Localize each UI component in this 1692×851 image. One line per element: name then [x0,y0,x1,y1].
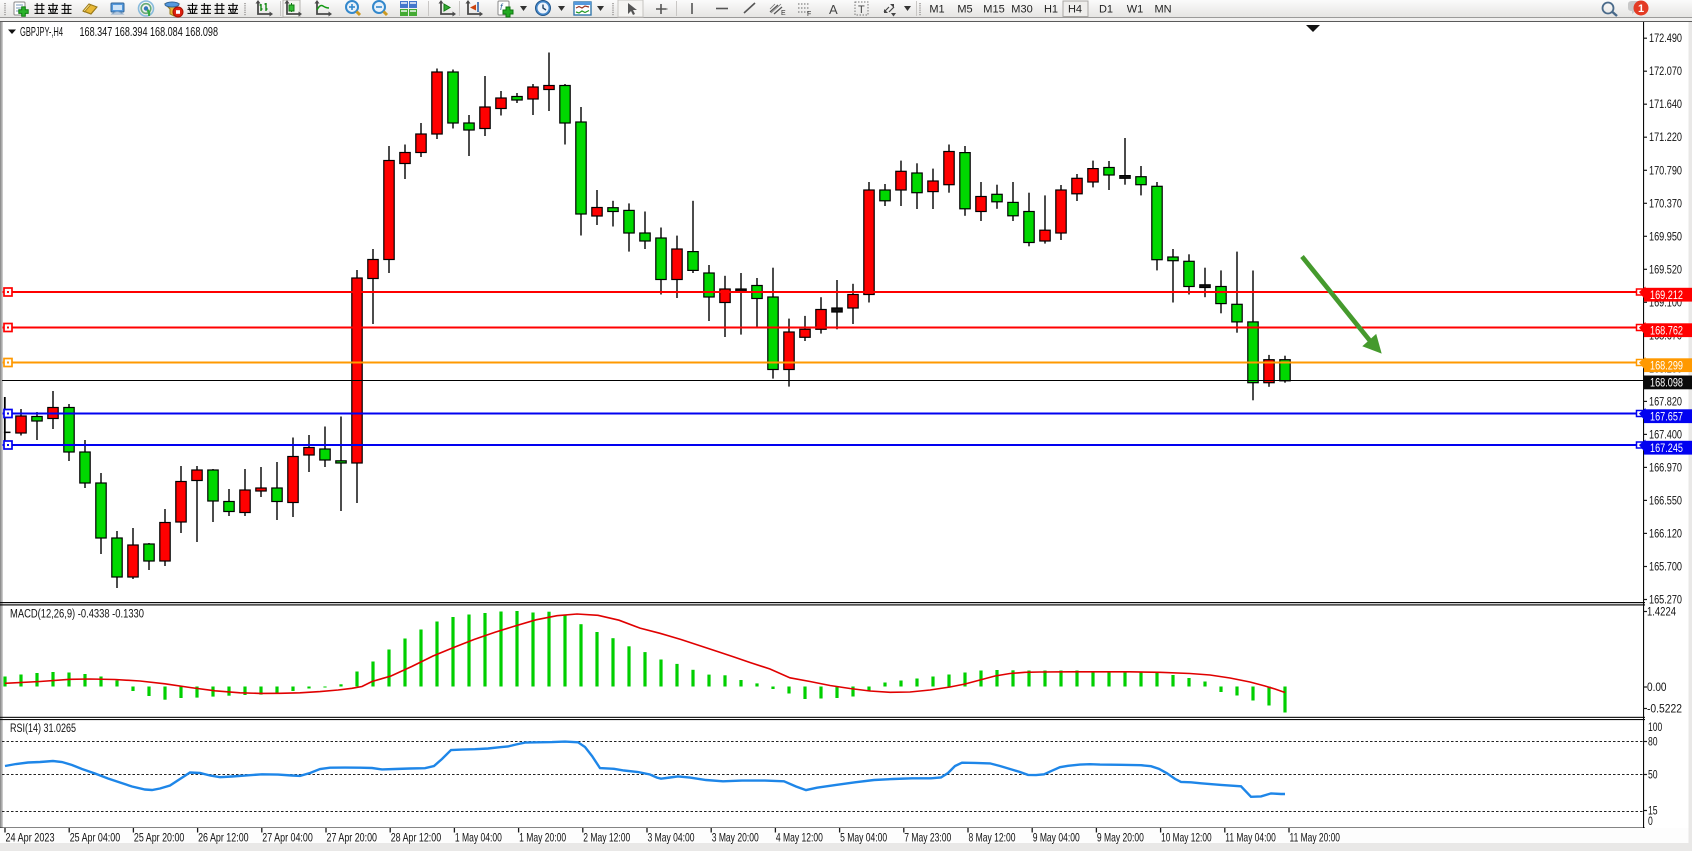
svg-text:169.520: 169.520 [1649,264,1682,276]
svg-text:f: f [500,2,504,12]
svg-text:27 Apr 04:00: 27 Apr 04:00 [262,831,313,845]
svg-text:171.640: 171.640 [1649,99,1682,111]
svg-text:M30: M30 [1011,4,1032,16]
svg-text:7 May 23:00: 7 May 23:00 [904,831,951,845]
svg-text:10 May 12:00: 10 May 12:00 [1161,831,1212,845]
svg-text:3 May 20:00: 3 May 20:00 [712,831,759,845]
svg-text:25 Apr 04:00: 25 Apr 04:00 [70,831,121,845]
svg-text:27 Apr 20:00: 27 Apr 20:00 [327,831,378,845]
svg-text:167.657: 167.657 [1650,412,1683,424]
svg-text:169.212: 169.212 [1650,290,1683,302]
svg-text:50: 50 [1648,770,1658,782]
svg-text:E: E [781,10,786,17]
svg-text:167.820: 167.820 [1649,396,1682,408]
svg-text:165.700: 165.700 [1649,562,1682,574]
svg-text:167.400: 167.400 [1649,429,1682,441]
svg-text:80: 80 [1648,737,1658,749]
svg-text:0: 0 [1648,816,1653,828]
svg-text:168.762: 168.762 [1650,326,1683,338]
svg-text:1: 1 [1638,3,1644,15]
svg-text:9 May 20:00: 9 May 20:00 [1097,831,1144,845]
svg-text:0.00: 0.00 [1647,682,1667,694]
svg-text:2 May 12:00: 2 May 12:00 [583,831,630,845]
svg-text:5 May 04:00: 5 May 04:00 [840,831,887,845]
svg-text:172.070: 172.070 [1649,66,1682,78]
svg-text:A: A [829,2,838,17]
svg-text:9 May 04:00: 9 May 04:00 [1033,831,1080,845]
svg-text:D1: D1 [1099,4,1113,16]
svg-text:166.550: 166.550 [1649,495,1682,507]
svg-text:1 May 04:00: 1 May 04:00 [455,831,502,845]
svg-text:167.245: 167.245 [1650,443,1683,455]
svg-text:1 May 20:00: 1 May 20:00 [519,831,566,845]
svg-text:GBPJPY-,H4: GBPJPY-,H4 [20,25,63,39]
svg-text:11 May 20:00: 11 May 20:00 [1290,831,1341,845]
svg-text:RSI(14) 31.0265: RSI(14) 31.0265 [10,723,76,735]
svg-text:168.098: 168.098 [1650,378,1683,390]
svg-text:M1: M1 [929,4,944,16]
svg-text:MN: MN [1154,4,1171,16]
svg-text:171.220: 171.220 [1649,132,1682,144]
svg-text:H1: H1 [1044,4,1058,16]
svg-text:170.370: 170.370 [1649,198,1682,210]
svg-text:M15: M15 [983,4,1004,16]
svg-text:8 May 12:00: 8 May 12:00 [969,831,1016,845]
svg-text:26 Apr 12:00: 26 Apr 12:00 [198,831,249,845]
svg-text:24 Apr 2023: 24 Apr 2023 [6,831,55,845]
svg-text:MACD(12,26,9) -0.4338 -0.1330: MACD(12,26,9) -0.4338 -0.1330 [10,609,144,621]
svg-text:168.299: 168.299 [1650,361,1683,373]
svg-text:M5: M5 [957,4,972,16]
svg-text:170.790: 170.790 [1649,165,1682,177]
svg-text:W1: W1 [1127,4,1144,16]
svg-text:3 May 04:00: 3 May 04:00 [648,831,695,845]
svg-text:100: 100 [1648,722,1662,734]
svg-text:1.4224: 1.4224 [1647,607,1676,619]
svg-text:166.970: 166.970 [1649,462,1682,474]
svg-text:4 May 12:00: 4 May 12:00 [776,831,823,845]
svg-text:165.270: 165.270 [1649,595,1682,607]
svg-text:25 Apr 20:00: 25 Apr 20:00 [134,831,185,845]
svg-text:-0.5222: -0.5222 [1647,704,1682,716]
svg-text:15: 15 [1648,806,1658,818]
svg-text:28 Apr 12:00: 28 Apr 12:00 [391,831,442,845]
svg-text:166.120: 166.120 [1649,528,1682,540]
svg-text:H4: H4 [1068,4,1082,16]
svg-text:169.950: 169.950 [1649,231,1682,243]
svg-text:172.490: 172.490 [1649,33,1682,45]
svg-text:11 May 04:00: 11 May 04:00 [1225,831,1276,845]
svg-text:F: F [807,11,811,18]
svg-text:T: T [858,4,865,16]
svg-text:168.347 168.394 168.084 168.09: 168.347 168.394 168.084 168.098 [80,25,219,39]
